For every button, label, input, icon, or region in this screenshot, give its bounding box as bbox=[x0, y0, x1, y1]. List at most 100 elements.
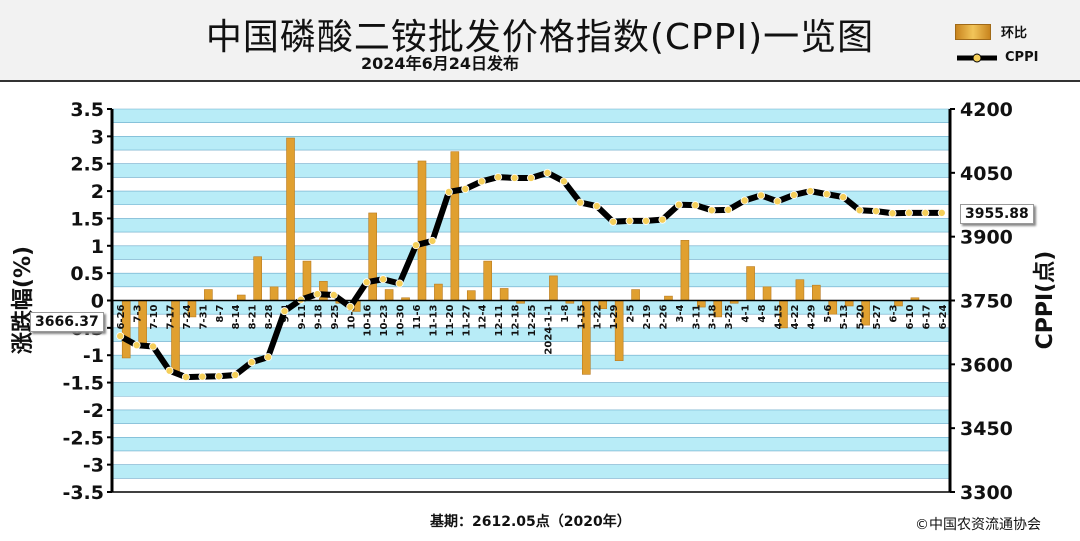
x-tick-label: 1-15 bbox=[576, 304, 587, 329]
change-bar bbox=[483, 260, 493, 301]
x-tick-label: 7-24 bbox=[182, 304, 193, 329]
cppi-point bbox=[658, 215, 667, 224]
legend-item-line: CPPI bbox=[955, 50, 1038, 65]
y-left-tick-label: -3.5 bbox=[62, 482, 104, 504]
change-bar bbox=[549, 275, 558, 301]
change-bar bbox=[434, 283, 443, 301]
legend-line-swatch bbox=[957, 53, 997, 62]
x-tick-label: 4-1 bbox=[741, 304, 752, 322]
y-left-tick-label: 2 bbox=[91, 181, 104, 203]
plot-stripe bbox=[112, 437, 950, 451]
cppi-point bbox=[313, 290, 322, 299]
x-tick-label: 5-6 bbox=[823, 304, 834, 322]
x-tick-label: 11-6 bbox=[412, 304, 423, 329]
cppi-point bbox=[510, 173, 519, 182]
x-tick-label: 5-20 bbox=[856, 304, 867, 329]
cppi-point bbox=[149, 342, 158, 351]
change-bar bbox=[286, 137, 295, 301]
cppi-point bbox=[888, 209, 897, 218]
x-tick-label: 11-27 bbox=[461, 304, 472, 336]
y-right-tick-label: 3750 bbox=[960, 291, 1013, 313]
y-left-tick-label: 3 bbox=[91, 126, 104, 148]
y-right-tick-label: 4200 bbox=[960, 99, 1013, 121]
x-tick-label: 2-19 bbox=[642, 304, 653, 329]
plot-stripe bbox=[112, 109, 950, 123]
cppi-point bbox=[214, 372, 223, 381]
x-tick-label: 8-21 bbox=[248, 304, 259, 329]
plot-stripe bbox=[112, 327, 950, 342]
plot-stripe bbox=[112, 409, 950, 424]
cppi-point bbox=[198, 372, 207, 381]
y-left-tick-label: -2 bbox=[83, 400, 104, 422]
change-bar bbox=[269, 286, 279, 301]
plot-stripe bbox=[112, 218, 950, 233]
x-tick-label: 10-30 bbox=[396, 304, 407, 336]
y-left-tick-label: 1.5 bbox=[70, 208, 104, 230]
x-tick-label: 7-17 bbox=[166, 304, 177, 329]
change-bar bbox=[746, 266, 755, 301]
cppi-point bbox=[444, 187, 453, 196]
cppi-point bbox=[362, 278, 371, 287]
cppi-point bbox=[609, 217, 618, 226]
cppi-point bbox=[855, 206, 864, 215]
change-bar bbox=[812, 284, 821, 301]
x-tick-label: 7-31 bbox=[198, 304, 209, 329]
x-tick-label: 6-17 bbox=[921, 304, 932, 329]
change-bar bbox=[680, 240, 690, 301]
plot-stripe bbox=[112, 136, 950, 151]
chart-header: 中国磷酸二铵批发价格指数(CPPI)一览图 2024年6月24日发布 环比 CP… bbox=[0, 0, 1080, 82]
y-left-tick-label: -1.5 bbox=[62, 373, 104, 395]
change-bar bbox=[762, 286, 772, 301]
chart-subtitle: 2024年6月24日发布 bbox=[361, 54, 519, 73]
x-tick-label: 3-18 bbox=[708, 304, 719, 329]
chart-legend: 环比 CPPI bbox=[955, 18, 1075, 74]
chart-title: 中国磷酸二铵批发价格指数(CPPI)一览图 bbox=[205, 17, 875, 58]
cppi-point bbox=[921, 208, 930, 217]
x-tick-label: 7-10 bbox=[149, 304, 160, 329]
x-tick-label: 7-3 bbox=[133, 304, 144, 322]
y-right-tick-label: 3600 bbox=[960, 354, 1013, 376]
plot-stripe bbox=[112, 163, 950, 178]
cppi-point bbox=[625, 216, 634, 225]
y-right-tick-label: 3900 bbox=[960, 227, 1013, 249]
cppi-point bbox=[707, 206, 716, 215]
cppi-point bbox=[642, 216, 651, 225]
cppi-point bbox=[822, 190, 831, 199]
cppi-point bbox=[264, 353, 273, 362]
x-tick-label: 6-24 bbox=[938, 304, 949, 329]
cppi-point bbox=[789, 190, 798, 199]
cppi-point bbox=[576, 198, 585, 207]
x-tick-label: 1-22 bbox=[593, 304, 604, 329]
plot-stripe bbox=[112, 273, 950, 287]
end-value-label: 3955.88 bbox=[960, 204, 1034, 224]
x-tick-label: 5-13 bbox=[839, 304, 850, 329]
change-bar bbox=[466, 290, 476, 301]
cppi-point bbox=[132, 341, 141, 350]
cppi-point bbox=[296, 295, 305, 304]
y-left-tick-label: 0 bbox=[91, 291, 104, 313]
x-tick-label: 11-13 bbox=[428, 304, 439, 336]
x-tick-label: 3-11 bbox=[691, 304, 702, 329]
y-left-tick-label: -1 bbox=[83, 345, 104, 367]
cppi-point bbox=[181, 373, 190, 382]
plot-stripe bbox=[112, 355, 950, 369]
legend-bar-swatch bbox=[955, 23, 991, 40]
x-tick-label: 6-26 bbox=[116, 304, 127, 329]
x-tick-label: 8-14 bbox=[231, 304, 242, 329]
cppi-point bbox=[231, 370, 240, 379]
x-tick-label: 3-4 bbox=[675, 304, 686, 322]
cppi-point bbox=[559, 177, 568, 186]
base-period-note: 基期：2612.05点（2020年） bbox=[430, 514, 631, 530]
cppi-point bbox=[806, 187, 815, 196]
cppi-point bbox=[247, 358, 256, 367]
y-left-tick-label: -3 bbox=[83, 455, 104, 477]
x-tick-label: 2-5 bbox=[626, 304, 637, 322]
x-tick-label: 4-15 bbox=[773, 304, 784, 329]
x-tick-label: 12-4 bbox=[478, 304, 489, 329]
cppi-point bbox=[904, 208, 913, 217]
cppi-point bbox=[116, 332, 125, 341]
change-bar bbox=[384, 289, 394, 301]
x-tick-label: 10-23 bbox=[379, 304, 390, 336]
x-tick-label: 9-25 bbox=[330, 304, 341, 329]
